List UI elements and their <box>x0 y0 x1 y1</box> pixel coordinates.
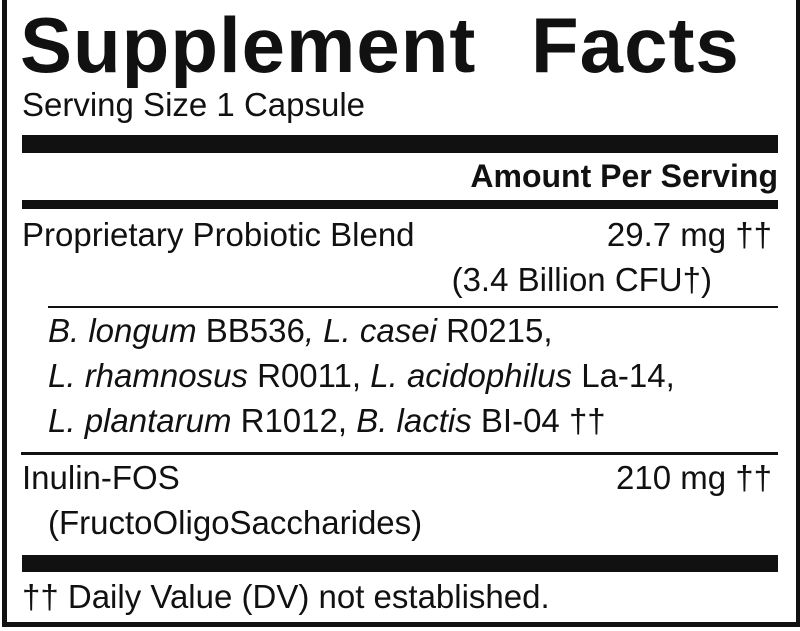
ingredient-amount: 210 mg †† <box>616 459 772 496</box>
strain-part: B. lactis <box>356 402 472 439</box>
thin-divider <box>21 452 778 455</box>
strain-part: L. plantarum <box>48 402 232 439</box>
ingredient-description: (FructoOligoSaccharides) <box>48 504 423 541</box>
thin-divider <box>48 306 778 308</box>
strain-line: L. plantarum R1012, B. lactis BI-04 †† <box>48 404 606 437</box>
label-title: Supplement Facts <box>20 1 740 89</box>
strain-part: R1012, <box>231 402 357 439</box>
thick-divider <box>22 555 778 572</box>
ingredient-name: Proprietary Probiotic Blend <box>22 216 415 253</box>
strain-line: B. longum BB536, L. casei R0215, <box>48 314 553 347</box>
amount-per-serving-header: Amount Per Serving <box>470 158 778 194</box>
strain-line: L. rhamnosus R0011, L. acidophilus La-14… <box>48 359 675 392</box>
strain-part: BI-04 †† <box>471 402 606 439</box>
strain-part: L. rhamnosus <box>48 357 248 394</box>
footnote: †† Daily Value (DV) not established. <box>22 578 550 615</box>
strain-part: L. acidophilus <box>370 357 573 394</box>
serving-size: Serving Size 1 Capsule <box>22 86 366 123</box>
ingredient-cfu: (3.4 Billion CFU†) <box>451 261 712 298</box>
strain-part: , L. casei <box>304 312 437 349</box>
medium-divider <box>22 200 778 209</box>
ingredient-name: Inulin-FOS <box>22 459 180 496</box>
strain-part: La-14, <box>572 357 675 394</box>
strain-part: R0011, <box>247 357 371 394</box>
thick-divider <box>22 135 778 153</box>
strain-part: BB536 <box>196 312 305 349</box>
strain-part: B. longum <box>48 312 197 349</box>
strain-part: R0215, <box>436 312 553 349</box>
ingredient-amount: 29.7 mg †† <box>606 216 772 253</box>
